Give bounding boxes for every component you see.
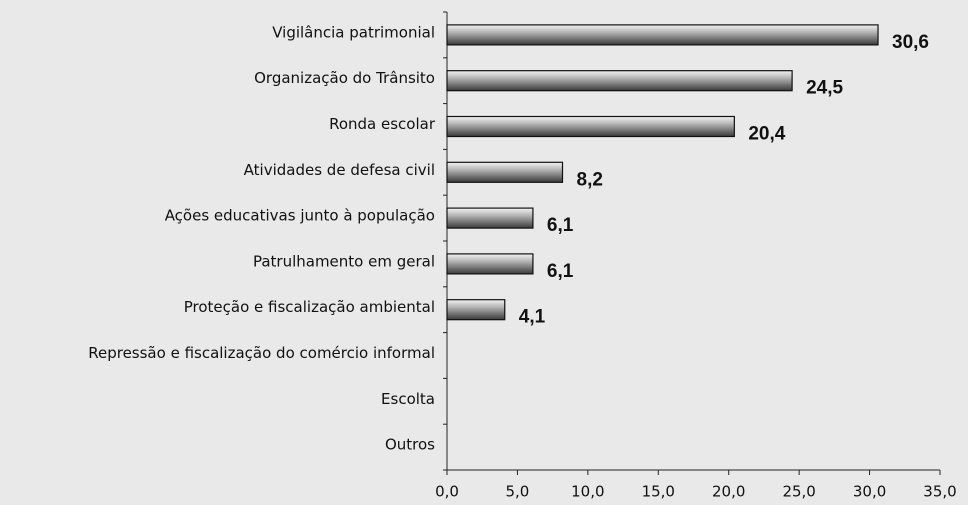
x-tick-label: 20,0 (712, 483, 745, 501)
y-tick-label: Repressão e fiscalização do comércio inf… (88, 344, 435, 362)
bar (446, 253, 534, 275)
bar (446, 70, 793, 92)
bar (446, 161, 564, 183)
y-tick-label: Atividades de defesa civil (244, 161, 435, 179)
value-label: 20,4 (748, 124, 785, 145)
y-tick-label: Organização do Trânsito (254, 69, 435, 87)
y-tick-label: Vigilância patrimonial (272, 23, 435, 41)
y-tick-label: Proteção e fiscalização ambiental (184, 298, 435, 316)
x-tick-label: 30,0 (853, 483, 886, 501)
x-tick-label: 15,0 (642, 483, 675, 501)
bar (446, 207, 534, 229)
y-tick-label: Ronda escolar (329, 115, 436, 133)
y-tick-label: Ações educativas junto à população (165, 207, 435, 225)
x-tick-label: 10,0 (571, 483, 604, 501)
x-tick-label: 25,0 (782, 483, 815, 501)
x-tick-label: 5,0 (505, 483, 529, 501)
x-tick-label: 0,0 (435, 483, 459, 501)
value-label: 6,1 (547, 261, 574, 282)
bar (446, 24, 879, 46)
y-tick-label: Outros (385, 436, 435, 454)
value-label: 6,1 (547, 215, 574, 236)
value-label: 30,6 (892, 32, 929, 53)
value-label: 4,1 (519, 307, 546, 328)
value-label: 24,5 (806, 78, 843, 99)
bar (446, 115, 735, 138)
value-label: 8,2 (577, 169, 603, 190)
y-tick-label: Patrulhamento em geral (253, 252, 435, 270)
x-tick-label: 35,0 (923, 483, 956, 501)
bar (446, 299, 506, 321)
y-tick-label: Escolta (381, 390, 435, 408)
